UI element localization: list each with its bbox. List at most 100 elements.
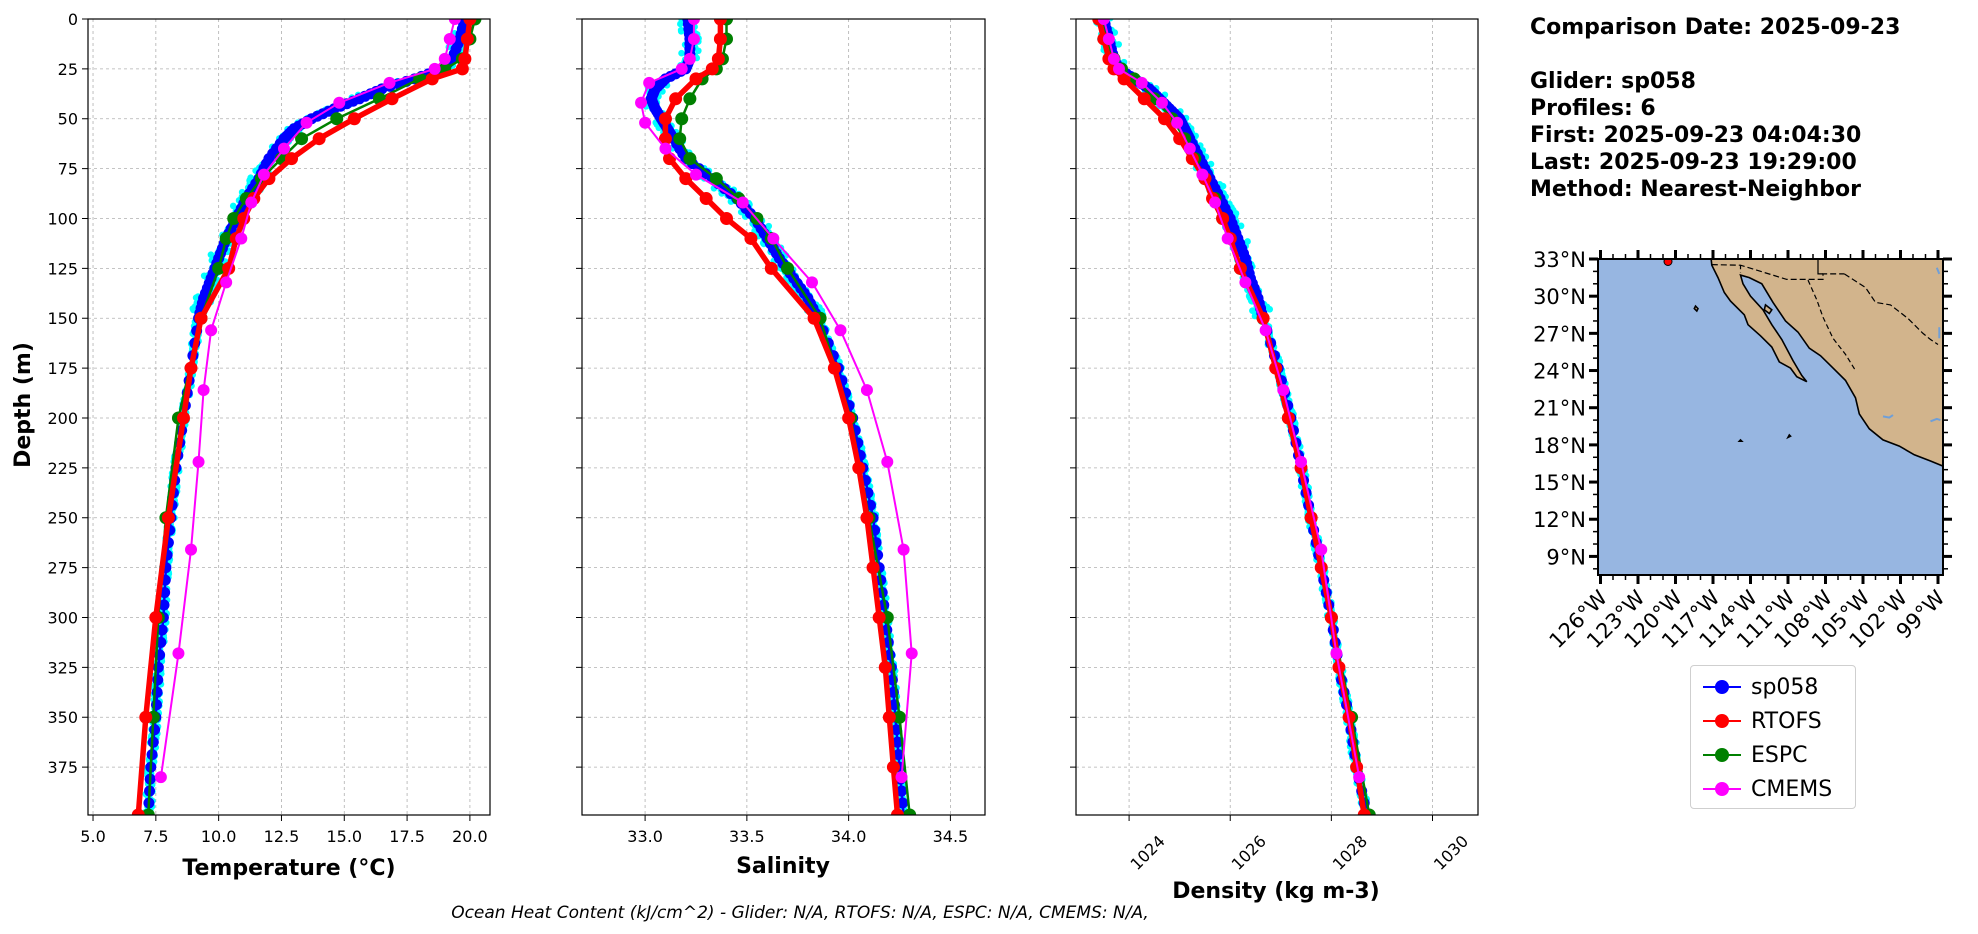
y-tick-label: 200 (47, 409, 78, 428)
y-tick-label: 225 (47, 459, 78, 478)
rtofs-point (711, 52, 725, 66)
rtofs-point (689, 72, 703, 86)
cmems-point (639, 116, 652, 129)
rtofs-point (669, 92, 683, 106)
cmems-point (1183, 142, 1196, 155)
series-line-sp058 (649, 19, 905, 815)
y-tick-label: 325 (47, 658, 78, 677)
plot-frame (581, 18, 986, 816)
lat-tick-label: 27°N (1533, 322, 1586, 346)
x-tick-label: 1028 (1329, 832, 1371, 874)
cmems-point (1295, 455, 1308, 468)
cmems-point (1221, 232, 1234, 245)
cmems-point (736, 196, 749, 209)
x-tick-label: 1026 (1228, 832, 1270, 874)
map-content (1598, 259, 1943, 575)
rtofs-point (139, 710, 153, 724)
rtofs-point (1314, 561, 1328, 575)
rtofs-point (455, 62, 469, 76)
cmems-point (438, 52, 451, 65)
mainland-land (1710, 259, 1943, 468)
rtofs-point (852, 461, 866, 475)
lake-chapala (1882, 414, 1894, 419)
rtofs-point (1117, 72, 1131, 86)
legend-swatch (1699, 706, 1745, 736)
rtofs-point (458, 52, 472, 66)
y-tick-label: 25 (58, 60, 78, 79)
raw-glider-point (192, 294, 200, 302)
y-tick-label: 100 (47, 209, 78, 228)
comparison-date: Comparison Date: 2025-09-23 (1530, 15, 1901, 40)
legend-item-cmems: CMEMS (1699, 774, 1832, 804)
series-line-espc (147, 19, 477, 815)
sp058-point (158, 599, 170, 611)
salinity-panel: 33.0 33.5 34.0 34.5 (576, 18, 986, 846)
y-tick-label: 375 (47, 758, 78, 777)
cmems-point (683, 52, 696, 65)
rtofs-point (1357, 808, 1371, 815)
plot-area (635, 19, 918, 815)
x-tick-label: 33.0 (627, 827, 663, 846)
rtofs-point (347, 112, 361, 126)
lat-tick-label: 15°N (1533, 471, 1586, 495)
rio-grande-border (1843, 273, 1939, 345)
cmems-point (1209, 196, 1222, 209)
sp058-point (147, 736, 159, 748)
cmems-point (689, 168, 702, 181)
x-tick-label: 34.0 (831, 827, 867, 846)
espc-point (330, 112, 344, 126)
y-tick-label: 75 (58, 160, 78, 179)
tiburon-island (1763, 303, 1773, 315)
cmems-point (235, 232, 248, 245)
y-tick-label: 275 (47, 559, 78, 578)
cmems-point (192, 455, 205, 468)
raw-glider-point (677, 20, 684, 28)
legend-item-espc: ESPC (1699, 740, 1808, 770)
lat-tick-label: 18°N (1533, 434, 1586, 458)
espc-point (781, 261, 795, 275)
depth-axis-label: Depth (m) (11, 342, 36, 468)
cmems-point (905, 647, 918, 660)
y-tick-label: 250 (47, 509, 78, 528)
series-line-rtofs (662, 19, 901, 815)
rtofs-point (184, 361, 198, 375)
rtofs-point (827, 361, 841, 375)
rtofs-point (1269, 361, 1283, 375)
lat-tick-label: 9°N (1546, 545, 1586, 569)
cmems-point (1259, 324, 1272, 337)
us-mexico-border (1711, 264, 1845, 280)
cmems-point (300, 116, 313, 129)
legend-label: sp058 (1751, 674, 1819, 700)
temperature-panel: 5.0 7.5 10.0 12.5 15.0 17.5 20.0 0 25 50 75 100 125 1… (47, 10, 491, 846)
rtofs-point (860, 511, 874, 525)
rtofs-point (699, 192, 713, 206)
plot-frame (87, 18, 491, 816)
series-line-sp058 (1102, 19, 1369, 815)
series-line-cmems (1102, 19, 1361, 778)
cmems-point (1196, 168, 1209, 181)
cmems-point (635, 96, 648, 109)
clarion-island (1737, 438, 1744, 443)
lat-tick-label: 33°N (1533, 248, 1586, 272)
x-tick-label: 17.5 (389, 827, 425, 846)
rtofs-point (882, 710, 896, 724)
espc-point (212, 261, 226, 275)
rtofs-point (285, 152, 299, 166)
cmems-point (197, 384, 210, 397)
cmems-point (1102, 32, 1115, 45)
legend-swatch (1699, 672, 1745, 702)
sp058-point (897, 797, 909, 809)
river (1935, 267, 1941, 275)
legend-label: ESPC (1751, 742, 1808, 768)
legend-swatch (1699, 774, 1745, 804)
rtofs-point (658, 112, 672, 126)
cmems-point (1239, 276, 1252, 289)
rtofs-point (463, 19, 477, 26)
y-tick-label: 350 (47, 708, 78, 727)
rtofs-point (886, 760, 900, 774)
cmems-point (881, 455, 894, 468)
lat-tick-label: 12°N (1533, 508, 1586, 532)
x-tick-label: 34.5 (933, 827, 969, 846)
cmems-point (172, 647, 185, 660)
sp058-point (891, 736, 903, 748)
